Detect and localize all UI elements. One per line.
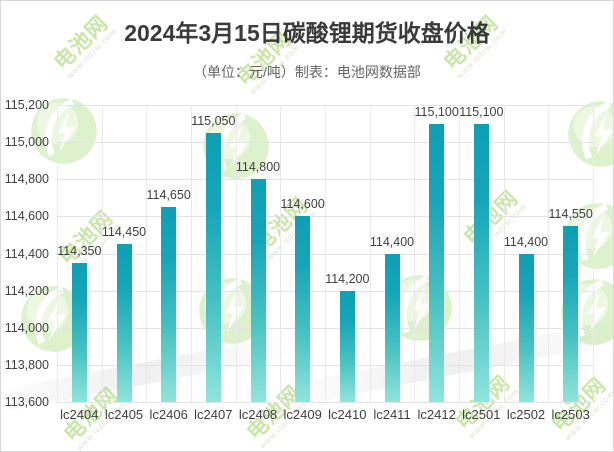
x-tick-label: lc2406 — [149, 407, 188, 422]
plot-area: 114,350 114,450 114,650 115,050 114,800 114,6… — [57, 104, 594, 403]
x-tick-label: lc2409 — [283, 407, 322, 422]
grid-line-vertical — [459, 105, 460, 402]
grid-line-vertical — [235, 105, 237, 402]
y-tick-label: 114,000 — [4, 320, 49, 335]
grid-line-horizontal — [57, 402, 593, 403]
bar-lc2404 — [71, 262, 87, 402]
grid-line-vertical — [503, 105, 505, 402]
grid-line-vertical — [57, 105, 58, 402]
x-tick-label: lc2503 — [551, 407, 590, 422]
y-tick-label: 114,400 — [4, 246, 49, 261]
grid-line-vertical — [369, 105, 371, 402]
bar-value-label: 114,600 — [280, 197, 325, 212]
bar-lc2405 — [116, 244, 132, 402]
x-tick-label: lc2404 — [60, 407, 99, 422]
bar-value-label: 115,050 — [191, 113, 236, 128]
chart-subtitle: （单位：元/吨）制表：电池网数据部 — [193, 64, 421, 80]
bar-value-label: 114,350 — [57, 243, 102, 258]
bar-lc2501 — [473, 123, 489, 402]
bar-lc2502 — [518, 253, 534, 402]
x-tick-label: lc2408 — [238, 407, 278, 422]
bar-value-label: 114,400 — [503, 234, 549, 249]
bar-lc2407 — [205, 132, 221, 402]
bar-value-label: 114,400 — [369, 234, 415, 249]
bar-lc2409 — [295, 216, 311, 402]
chart-title: 2024年3月15日碳酸锂期货收盘价格 — [124, 20, 490, 46]
bar-value-label: 115,100 — [459, 104, 504, 119]
x-tick-label: lc2502 — [506, 407, 546, 422]
grid-line-vertical — [101, 105, 103, 402]
y-axis: 115,200 115,000 114,800 114,600 114,400 114,2… — [1, 98, 49, 409]
y-tick-label: 114,200 — [4, 283, 49, 298]
x-axis: lc2404 lc2405 lc2406 lc2407 lc2408 lc2409 lc24… — [57, 407, 593, 425]
grid-line-vertical — [325, 105, 326, 402]
y-tick-label: 115,000 — [4, 135, 49, 150]
grid-line-vertical — [191, 105, 192, 402]
y-tick-label: 114,800 — [4, 172, 49, 187]
bar-lc2408 — [250, 179, 266, 402]
grid-line-vertical — [146, 105, 148, 402]
y-tick-label: 115,200 — [4, 98, 49, 112]
bar-value-label: 114,200 — [325, 271, 370, 286]
x-tick-label: lc2407 — [194, 407, 233, 422]
x-tick-label: lc2411 — [373, 407, 411, 422]
bar-value-label: 114,650 — [146, 188, 191, 203]
bar-lc2410 — [339, 290, 355, 402]
y-tick-label: 113,600 — [4, 395, 49, 409]
x-tick-label: lc2501 — [462, 407, 501, 422]
grid-line-vertical — [593, 105, 594, 402]
bar-lc2406 — [161, 207, 177, 402]
grid-line-vertical — [414, 105, 416, 402]
bar-value-label: 114,550 — [548, 206, 593, 221]
x-tick-label: lc2412 — [417, 407, 456, 422]
bar-lc2503 — [563, 225, 579, 402]
bar-lc2412 — [429, 123, 445, 402]
x-tick-label: lc2410 — [328, 407, 367, 422]
bar-value-label: 115,100 — [414, 104, 459, 119]
bar-lc2411 — [384, 253, 400, 402]
y-tick-label: 113,800 — [4, 357, 49, 372]
grid-line-vertical — [548, 105, 550, 402]
bar-value-label: 114,450 — [101, 225, 147, 240]
grid-line-vertical — [280, 105, 282, 402]
x-tick-label: lc2405 — [104, 407, 144, 422]
y-tick-label: 114,600 — [4, 209, 49, 224]
bar-value-label: 114,800 — [235, 160, 281, 175]
